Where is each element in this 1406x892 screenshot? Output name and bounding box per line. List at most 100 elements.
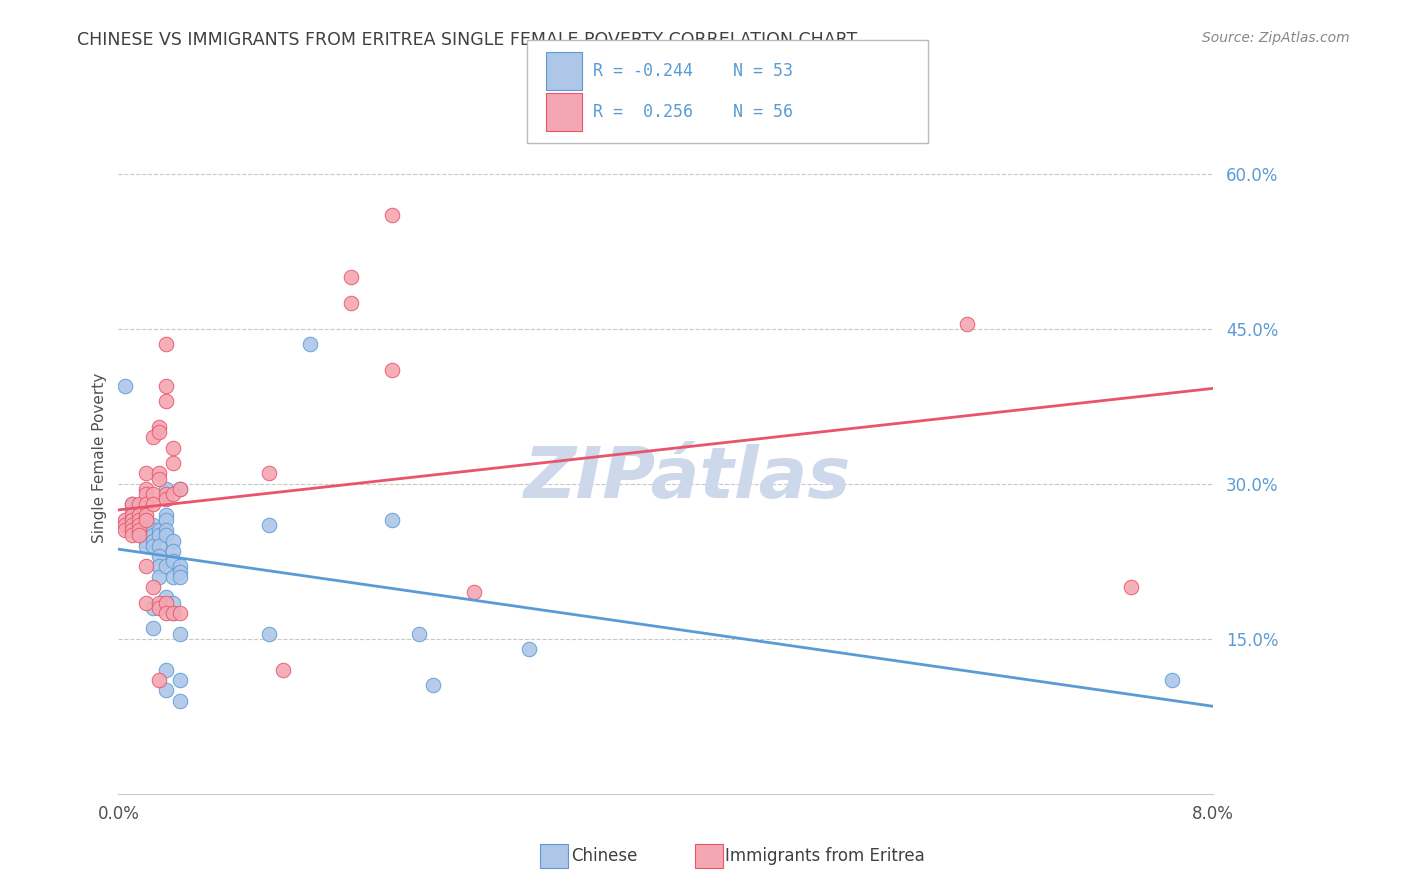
Point [162, 533, 184, 548]
Point [148, 523, 170, 537]
Point [381, 208, 404, 222]
Point [155, 663, 177, 677]
Point [135, 497, 157, 511]
Point [148, 549, 170, 563]
Point [142, 621, 165, 635]
Point [135, 513, 157, 527]
Point [114, 378, 136, 392]
Point [155, 513, 177, 527]
Text: CHINESE VS IMMIGRANTS FROM ERITREA SINGLE FEMALE POVERTY CORRELATION CHART: CHINESE VS IMMIGRANTS FROM ERITREA SINGL… [77, 31, 858, 49]
Point [155, 606, 177, 620]
Point [148, 595, 170, 609]
Point [1160, 673, 1182, 687]
Point [128, 513, 150, 527]
Point [340, 270, 363, 285]
Point [148, 539, 170, 553]
Point [148, 420, 170, 434]
Point [169, 482, 191, 496]
Point [162, 487, 184, 501]
Point [142, 539, 165, 553]
Point [381, 363, 404, 377]
Point [169, 565, 191, 579]
Point [121, 523, 143, 537]
Point [257, 626, 280, 640]
Point [162, 570, 184, 584]
Point [142, 533, 165, 548]
Point [271, 663, 294, 677]
Point [155, 482, 177, 496]
Point [408, 626, 430, 640]
Point [148, 467, 170, 481]
Point [135, 533, 157, 548]
Point [422, 678, 444, 692]
Point [135, 508, 157, 522]
Point [135, 539, 157, 553]
Point [162, 441, 184, 455]
Point [135, 513, 157, 527]
Point [381, 513, 404, 527]
Point [121, 497, 143, 511]
Point [142, 518, 165, 533]
Point [955, 317, 977, 331]
Point [142, 528, 165, 542]
Point [155, 528, 177, 542]
Point [162, 595, 184, 609]
Point [121, 502, 143, 516]
Point [128, 518, 150, 533]
Point [155, 523, 177, 537]
Point [142, 580, 165, 594]
Point [135, 487, 157, 501]
Y-axis label: Single Female Poverty: Single Female Poverty [93, 373, 107, 543]
Point [135, 528, 157, 542]
Text: Immigrants from Eritrea: Immigrants from Eritrea [725, 847, 925, 865]
Point [162, 606, 184, 620]
Point [135, 595, 157, 609]
Point [142, 430, 165, 444]
Point [340, 296, 363, 310]
Point [298, 337, 321, 351]
Point [162, 554, 184, 568]
Text: Source: ZipAtlas.com: Source: ZipAtlas.com [1202, 31, 1350, 45]
Point [257, 467, 280, 481]
Text: R = -0.244    N = 53: R = -0.244 N = 53 [593, 62, 793, 79]
Text: ZIPátlas: ZIPátlas [524, 443, 851, 513]
Point [148, 600, 170, 615]
Point [148, 559, 170, 574]
Point [463, 585, 485, 599]
Point [155, 591, 177, 605]
Point [169, 606, 191, 620]
Text: Chinese: Chinese [571, 847, 637, 865]
Point [142, 497, 165, 511]
Point [169, 694, 191, 708]
Point [128, 497, 150, 511]
Point [148, 425, 170, 439]
Point [155, 508, 177, 522]
Point [169, 626, 191, 640]
Point [121, 528, 143, 542]
Point [148, 673, 170, 687]
Point [114, 523, 136, 537]
Point [142, 487, 165, 501]
Point [121, 513, 143, 527]
Point [128, 523, 150, 537]
Point [148, 528, 170, 542]
Point [142, 600, 165, 615]
Point [114, 513, 136, 527]
Point [148, 570, 170, 584]
Point [135, 559, 157, 574]
Point [121, 497, 143, 511]
Point [162, 544, 184, 558]
Point [128, 528, 150, 542]
Point [121, 508, 143, 522]
Point [257, 518, 280, 533]
Point [155, 394, 177, 409]
Point [148, 471, 170, 485]
Point [169, 482, 191, 496]
Point [162, 456, 184, 470]
Point [155, 683, 177, 698]
Point [135, 482, 157, 496]
Point [169, 559, 191, 574]
Point [155, 492, 177, 507]
Point [155, 378, 177, 392]
Point [169, 673, 191, 687]
